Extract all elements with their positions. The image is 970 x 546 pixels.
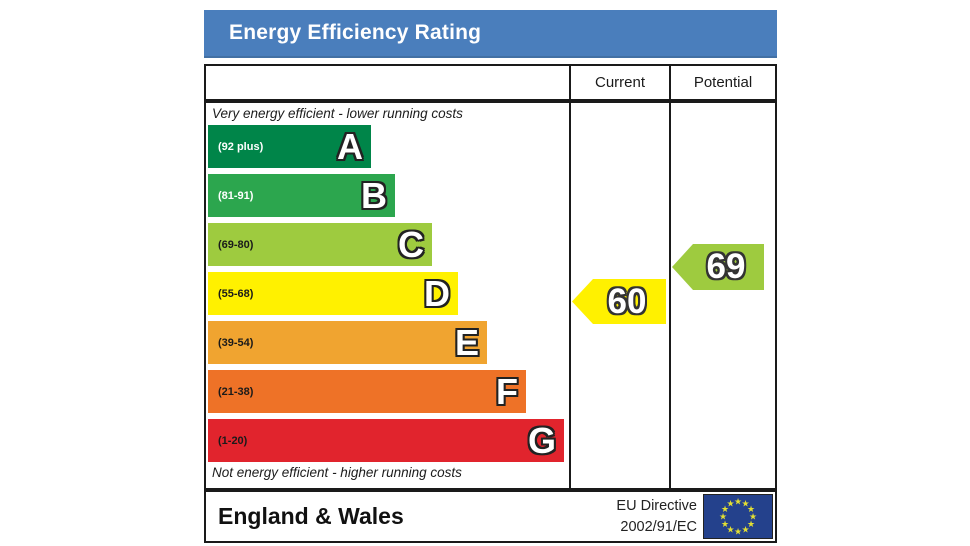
top-note: Very energy efficient - lower running co… [212, 106, 463, 121]
band-letter: B [361, 175, 387, 216]
column-header-row: Current Potential [204, 64, 777, 101]
eu-directive-line2: 2002/91/EC [620, 518, 697, 535]
eu-star-icon: ★ [720, 518, 730, 529]
band-range-label: (92 plus) [218, 140, 264, 153]
band-letter: D [424, 273, 450, 314]
page-title: Energy Efficiency Rating [229, 21, 482, 44]
band-letter: G [527, 420, 556, 461]
eu-star-icon: ★ [746, 518, 756, 529]
band-range-label: (55-68) [218, 287, 254, 300]
band-b: (81-91) B [208, 174, 395, 217]
column-divider [669, 66, 671, 99]
eu-flag-icon: ★ ★ ★ ★ ★ ★ ★ ★ ★ ★ ★ ★ [703, 494, 773, 539]
footer: England & Wales EU Directive 2002/91/EC … [204, 490, 777, 543]
column-divider [669, 103, 671, 488]
region-label: England & Wales [218, 503, 404, 529]
eu-star-icon: ★ [746, 503, 756, 514]
eu-star-icon: ★ [726, 523, 735, 534]
band-c: (69-80) C [208, 223, 432, 266]
eu-star-icon: ★ [748, 511, 758, 521]
eu-star-icon: ★ [720, 503, 730, 514]
eu-star-icon: ★ [741, 498, 750, 509]
band-range-label: (69-80) [218, 238, 254, 251]
band-letter: E [454, 322, 479, 363]
eu-star-icon: ★ [733, 526, 743, 536]
eu-star-icon: ★ [741, 523, 750, 534]
band-d: (55-68) D [208, 272, 458, 315]
band-letter: C [398, 224, 424, 265]
current-rating-arrow: 60 [572, 279, 666, 324]
band-range-label: (1-20) [218, 434, 248, 447]
band-range-label: (21-38) [218, 385, 254, 398]
band-e: (39-54) E [208, 321, 487, 364]
chart-body: Very energy efficient - lower running co… [204, 101, 777, 490]
bottom-note: Not energy efficient - higher running co… [212, 465, 462, 480]
current-rating-value: 60 [607, 281, 647, 321]
current-column-header: Current [594, 74, 646, 91]
eu-star-icon: ★ [726, 498, 735, 509]
eu-directive-label: EU Directive 2002/91/EC [616, 494, 697, 539]
band-f: (21-38) F [208, 370, 526, 413]
band-letter: A [337, 126, 363, 167]
band-range-label: (81-91) [218, 189, 254, 202]
band-a: (92 plus) A [208, 125, 371, 168]
band-range-label: (39-54) [218, 336, 254, 349]
potential-column-header: Potential [693, 74, 753, 91]
eu-star-icon: ★ [718, 511, 728, 521]
band-g: (1-20) G [208, 419, 564, 462]
title-bar: Energy Efficiency Rating [204, 10, 777, 58]
eu-directive-line1: EU Directive [616, 498, 697, 515]
column-divider [569, 66, 571, 99]
band-letter: F [496, 371, 518, 412]
eu-star-icon: ★ [733, 496, 743, 506]
potential-rating-value: 69 [706, 247, 746, 286]
potential-rating-arrow: 69 [672, 244, 764, 290]
column-divider [569, 103, 571, 488]
